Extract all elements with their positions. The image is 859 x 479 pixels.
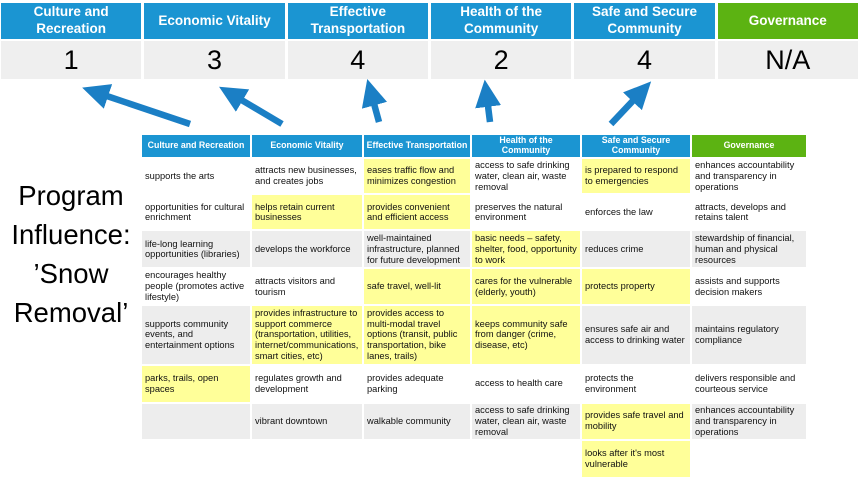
matrix-row: encourages healthy people (promotes acti… xyxy=(142,269,806,304)
score-effective-transportation: 4 xyxy=(287,41,428,79)
matrix-row: opportunities for cultural enrichment hel… xyxy=(142,195,806,230)
matrix-cell: enhances accountability and transparency… xyxy=(692,403,806,439)
matrix-row: looks after it's most vulnerable xyxy=(142,440,806,477)
matrix-cell: parks, trails, open spaces xyxy=(142,365,250,402)
program-influence-line: Program xyxy=(18,180,124,211)
matrix-cell: attracts new businesses, and creates job… xyxy=(252,159,362,194)
matrix-cell: develops the workforce xyxy=(252,231,362,268)
matrix-cell: provides infrastructure to support comme… xyxy=(252,305,362,364)
program-influence-line: Removal’ xyxy=(13,297,129,329)
matrix-header-row: Culture and Recreation Economic Vitality E… xyxy=(142,135,806,157)
matrix-header-cell: Health of the Community xyxy=(472,135,580,157)
up-arrow-icon xyxy=(82,84,192,128)
matrix-cell: enforces the law xyxy=(582,195,690,230)
matrix-cell: reduces crime xyxy=(582,231,690,268)
matrix-cell: provides convenient and efficient access xyxy=(364,195,470,230)
matrix-cell xyxy=(252,440,362,477)
matrix-cell: maintains regulatory compliance xyxy=(692,305,806,364)
matrix-row: life-long learning opportunities (librar… xyxy=(142,231,806,268)
matrix-cell: life-long learning opportunities (librar… xyxy=(142,231,250,268)
matrix-cell: access to safe drinking water, clean air… xyxy=(472,159,580,194)
matrix-header-cell: Economic Vitality xyxy=(252,135,362,157)
matrix-cell xyxy=(364,440,470,477)
matrix-cell: basic needs – safety, shelter, food, opp… xyxy=(472,231,580,268)
matrix-cell: stewardship of financial, human and phys… xyxy=(692,231,806,268)
matrix-cell: is prepared to respond to emergencies xyxy=(582,159,690,194)
matrix-cell: ensures safe air and access to drinking … xyxy=(582,305,690,364)
program-influence-label: Program Influence: ’Snow Removal’ xyxy=(0,176,142,332)
arrow-layer xyxy=(0,78,859,130)
score-culture-and-recreation: 1 xyxy=(1,41,142,79)
matrix-cell xyxy=(142,403,250,439)
category-matrix-table: Culture and Recreation Economic Vitality E… xyxy=(140,133,808,479)
program-influence-line: ’Snow xyxy=(33,258,109,290)
matrix-cell: helps retain current businesses xyxy=(252,195,362,230)
matrix-cell: regulates growth and development xyxy=(252,365,362,402)
matrix-cell: cares for the vulnerable (elderly, youth… xyxy=(472,269,580,304)
category-header-economic-vitality: Economic Vitality xyxy=(144,3,285,39)
category-header-safe-and-secure-community: Safe and Secure Community xyxy=(574,3,715,39)
matrix-cell: walkable community xyxy=(364,403,470,439)
matrix-cell: attracts, develops and retains talent xyxy=(692,195,806,230)
matrix-cell: safe travel, well-lit xyxy=(364,269,470,304)
score-economic-vitality: 3 xyxy=(144,41,285,79)
category-header-band: Culture and Recreation Economic Vitality… xyxy=(1,3,858,39)
matrix-cell: assists and supports decision makers xyxy=(692,269,806,304)
matrix-cell: keeps community safe from danger (crime,… xyxy=(472,305,580,364)
matrix-cell: protects property xyxy=(582,269,690,304)
category-header-health-of-the-community: Health of the Community xyxy=(430,3,572,39)
matrix-cell xyxy=(472,440,580,477)
score-governance: N/A xyxy=(717,41,858,79)
matrix-cell: encourages healthy people (promotes acti… xyxy=(142,269,250,304)
matrix-header-cell: Safe and Secure Community xyxy=(582,135,690,157)
matrix-cell: eases traffic flow and minimizes congest… xyxy=(364,159,470,194)
matrix-row: supports the arts attracts new businesses… xyxy=(142,159,806,194)
matrix-cell: opportunities for cultural enrichment xyxy=(142,195,250,230)
matrix-row: vibrant downtown walkable community access… xyxy=(142,403,806,439)
matrix-cell: supports community events, and entertain… xyxy=(142,305,250,364)
up-arrow-icon xyxy=(608,81,652,127)
matrix-cell xyxy=(142,440,250,477)
matrix-cell: delivers responsible and courteous servi… xyxy=(692,365,806,402)
matrix-cell: attracts visitors and tourism xyxy=(252,269,362,304)
matrix-cell: access to safe drinking water, clean air… xyxy=(472,403,580,439)
matrix-cell: enhances accountability and transparency… xyxy=(692,159,806,194)
program-influence-line: Influence: xyxy=(11,219,131,251)
score-safe-and-secure-community: 4 xyxy=(574,41,715,79)
matrix-cell xyxy=(692,440,806,477)
matrix-cell: well-maintained infrastructure, planned … xyxy=(364,231,470,268)
matrix-cell: protects the environment xyxy=(582,365,690,402)
matrix-header-cell: Culture and Recreation xyxy=(142,135,250,157)
up-arrow-icon xyxy=(361,78,387,123)
category-header-governance: Governance xyxy=(717,3,858,39)
score-health-of-the-community: 2 xyxy=(430,41,572,79)
category-header-culture-and-recreation: Culture and Recreation xyxy=(1,3,142,39)
matrix-cell: access to health care xyxy=(472,365,580,402)
matrix-cell: provides adequate parking xyxy=(364,365,470,402)
matrix-cell: preserves the natural environment xyxy=(472,195,580,230)
matrix-row: supports community events, and entertain… xyxy=(142,305,806,364)
score-band: 1 3 4 2 4 N/A xyxy=(1,41,858,79)
matrix-cell: provides access to multi-modal travel op… xyxy=(364,305,470,364)
up-arrow-icon xyxy=(475,79,501,123)
matrix-cell: supports the arts xyxy=(142,159,250,194)
matrix-cell: looks after it's most vulnerable xyxy=(582,440,690,477)
matrix-cell: vibrant downtown xyxy=(252,403,362,439)
matrix-cell: provides safe travel and mobility xyxy=(582,403,690,439)
category-header-effective-transportation: Effective Transportation xyxy=(287,3,428,39)
matrix-header-cell: Effective Transportation xyxy=(364,135,470,157)
up-arrow-icon xyxy=(219,86,284,127)
matrix-header-cell: Governance xyxy=(692,135,806,157)
matrix-row: parks, trails, open spaces regulates grow… xyxy=(142,365,806,402)
